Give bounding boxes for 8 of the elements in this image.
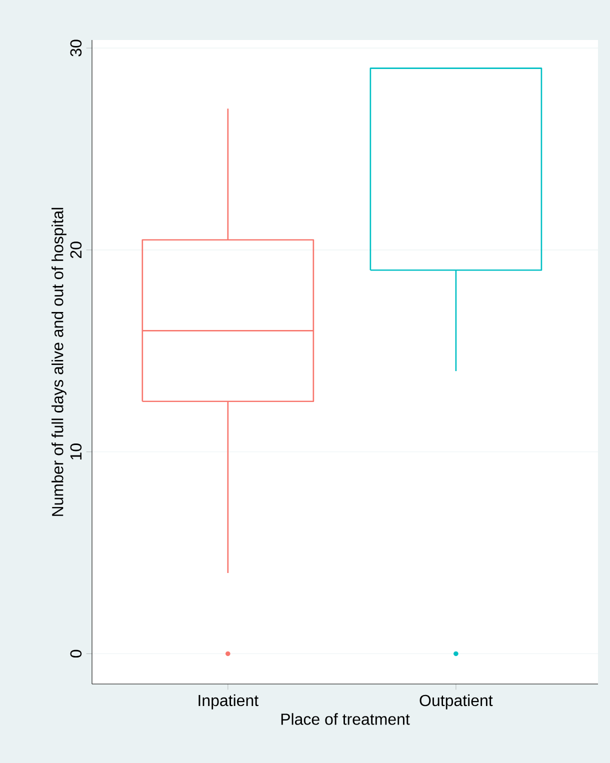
y-tick-label: 10 [70,444,82,460]
x-tick-label: Outpatient [420,694,493,710]
y-tick-label: 30 [70,40,82,56]
y-tick-label: 0 [70,650,82,658]
x-tick-label: Inpatient [198,694,258,710]
y-tick-label: 20 [70,242,82,258]
x-axis-title: Place of treatment [281,713,410,725]
y-axis-title: Number of full days alive and out of hospital [52,208,66,516]
